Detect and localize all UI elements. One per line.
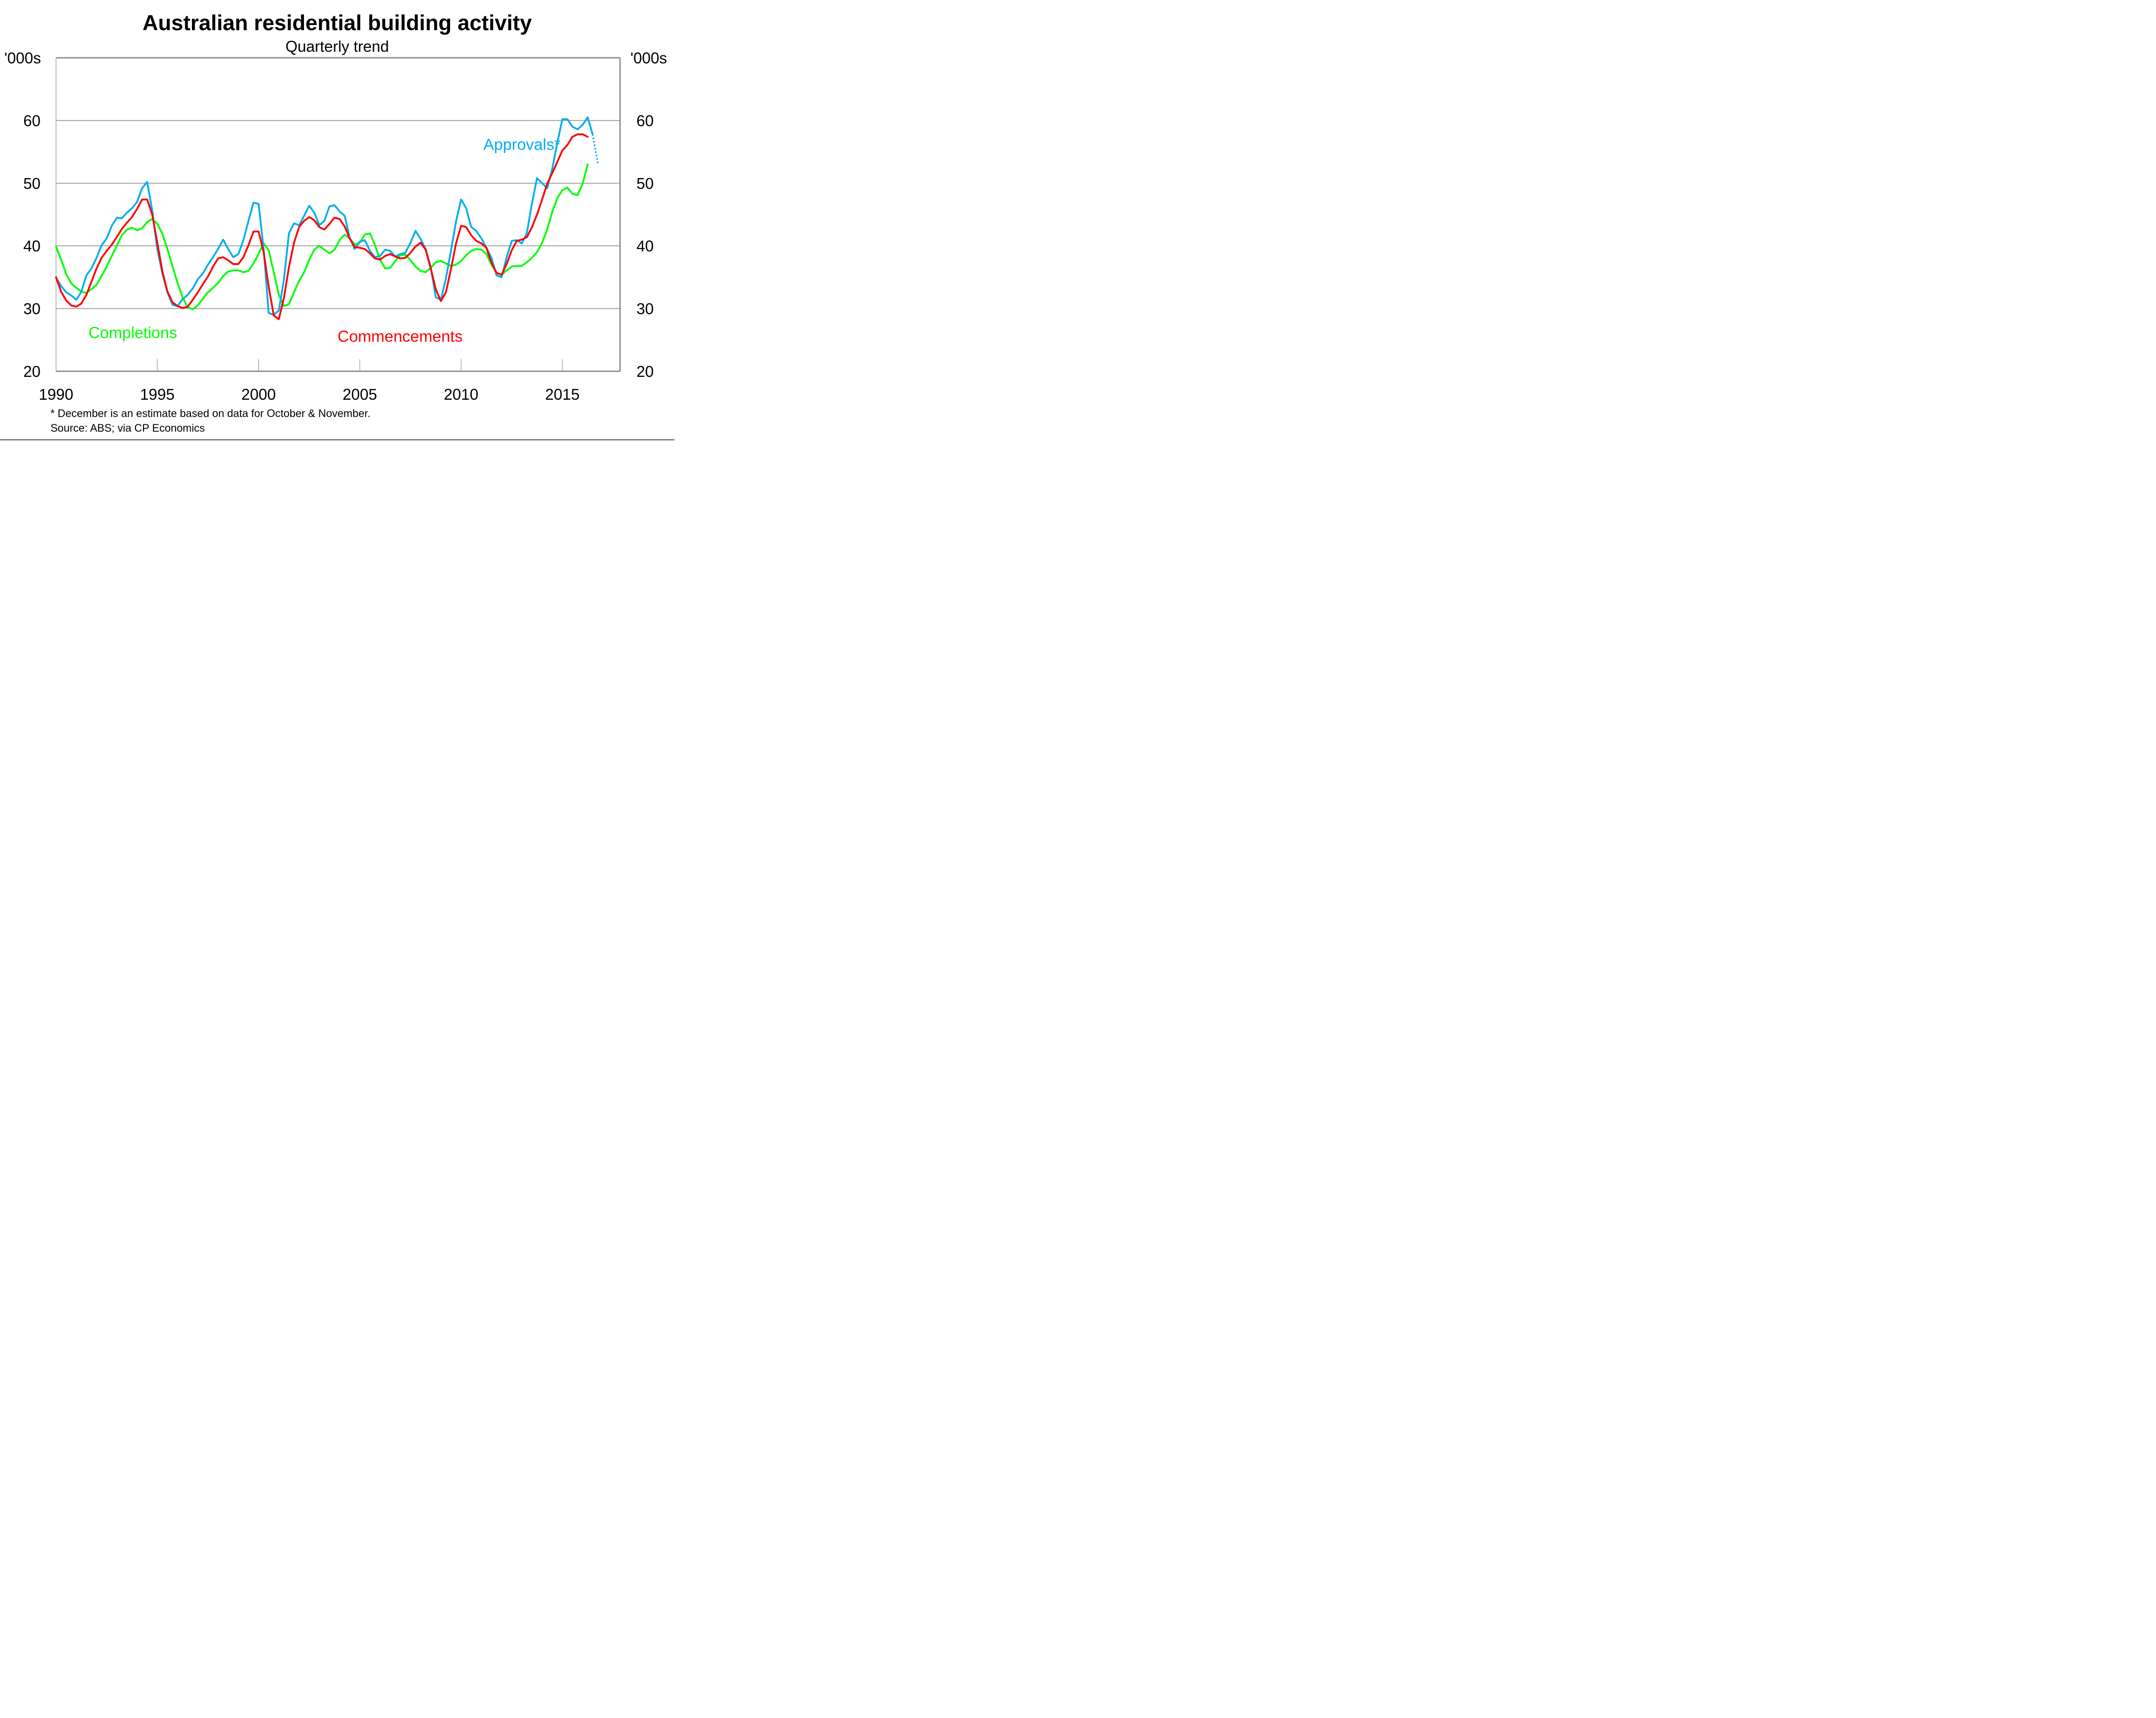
chart-subtitle: Quarterly trend xyxy=(285,38,389,55)
y-tick-label-left: 50 xyxy=(23,175,41,192)
y-tick-label-left: 60 xyxy=(23,112,41,129)
x-tick-label: 2000 xyxy=(241,386,276,403)
series-lines xyxy=(55,116,599,320)
y-tick-label-left: 30 xyxy=(23,300,41,318)
label-completions: Completions xyxy=(88,324,177,342)
chart: Australian residential building activity… xyxy=(0,11,674,440)
x-axis: 1990 1995 2000 2005 2010 2015 xyxy=(39,359,580,403)
source-note: Source: ABS; via CP Economics xyxy=(50,422,205,434)
y-tick-label-right: 40 xyxy=(636,237,654,255)
y-tick-label-left: 20 xyxy=(23,363,41,380)
footnote: * December is an estimate based on data … xyxy=(50,408,370,420)
chart-title: Australian residential building activity xyxy=(143,11,532,35)
x-tick-label: 2010 xyxy=(444,386,478,403)
x-tick-label: 1995 xyxy=(140,386,175,403)
y-tick-label-left: 40 xyxy=(23,237,41,255)
x-tick-label: 2015 xyxy=(545,386,580,403)
series-line-commencements xyxy=(55,133,589,320)
gridlines xyxy=(56,120,620,309)
y-axis-unit-left: '000s xyxy=(4,49,41,67)
y-axis-left: 20 30 40 50 60 xyxy=(23,112,41,380)
label-approvals: Approvals* xyxy=(483,136,561,154)
series-labels: Approvals* Completions Commencements xyxy=(88,136,561,345)
approvals-estimate-dotted xyxy=(592,134,599,163)
x-tick-label: 1990 xyxy=(39,386,73,403)
y-axis-unit-right: '000s xyxy=(630,49,667,67)
label-commencements: Commencements xyxy=(338,328,463,345)
y-tick-label-right: 20 xyxy=(636,363,654,380)
plot-frame xyxy=(56,57,621,372)
y-tick-label-right: 60 xyxy=(636,112,654,129)
y-tick-label-right: 50 xyxy=(636,175,654,192)
y-tick-label-right: 30 xyxy=(636,300,654,318)
series-line-completions xyxy=(55,163,589,310)
x-tick-label: 2005 xyxy=(342,386,377,403)
y-axis-right: 20 30 40 50 60 xyxy=(636,112,654,380)
